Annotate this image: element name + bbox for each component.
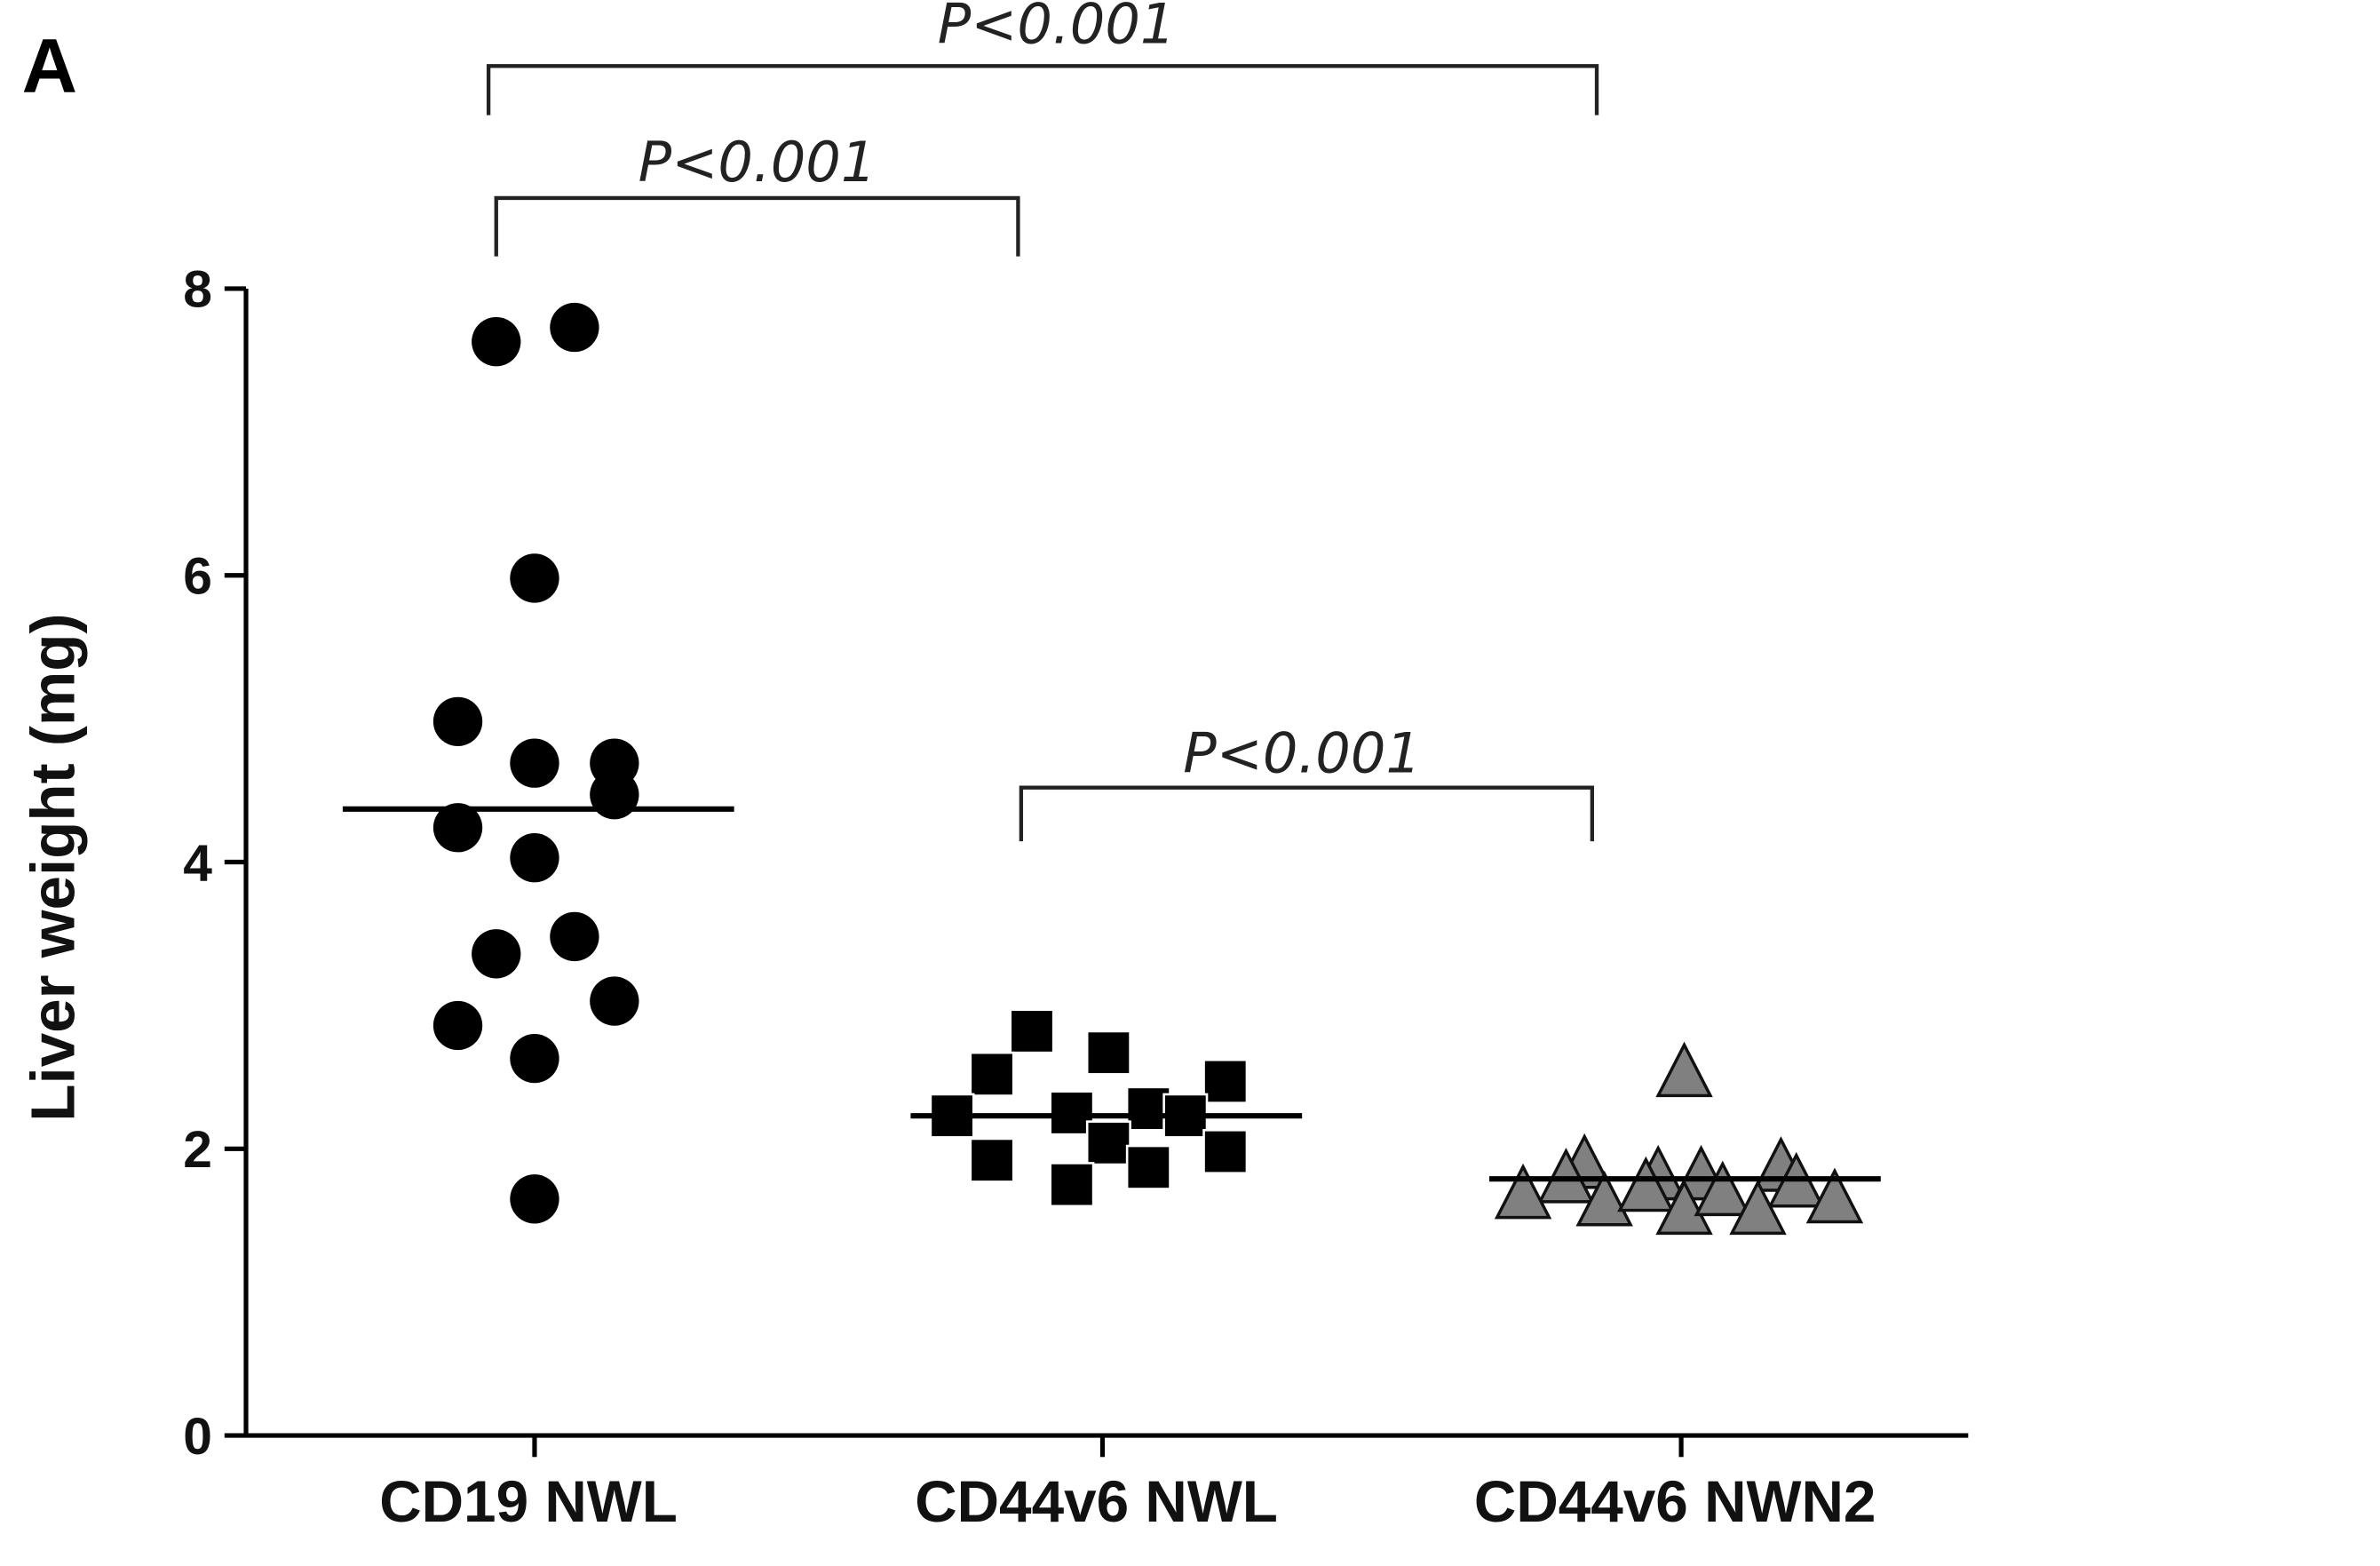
- circle-point: [510, 833, 559, 883]
- x-tick-label: CD19 NWL: [379, 1469, 678, 1534]
- triangle-point: [1729, 1179, 1787, 1236]
- square-point: [1085, 1029, 1131, 1076]
- circle-point: [590, 976, 639, 1026]
- square-point: [1085, 1120, 1131, 1166]
- y-tick-label: 4: [183, 834, 212, 892]
- data-marks: [342, 302, 1881, 1236]
- triangle-point: [1575, 1170, 1633, 1227]
- square-point: [1049, 1162, 1095, 1208]
- square-point: [969, 1051, 1015, 1097]
- circle-point: [510, 1174, 559, 1224]
- p-value-label: P<0.001: [1183, 720, 1421, 785]
- x-tick-label: CD44v6 NWN2: [1474, 1469, 1876, 1534]
- circle-point: [550, 302, 599, 353]
- significance-brackets: P<0.001 P<0.001 P<0.001: [486, 0, 1599, 842]
- square-point: [1202, 1058, 1249, 1104]
- triangle-point: [1655, 1041, 1713, 1098]
- circle-point: [510, 738, 559, 788]
- triangle-point: [1805, 1167, 1864, 1224]
- y-tick-label: 0: [183, 1408, 212, 1466]
- significance-bracket: [1019, 785, 1595, 842]
- y-tick-label: 6: [183, 547, 212, 605]
- circle-point: [550, 911, 599, 962]
- triangle-point: [1655, 1179, 1713, 1236]
- triangle-point: [1617, 1156, 1675, 1212]
- panel-label: A: [22, 24, 77, 109]
- circle-point: [472, 317, 521, 367]
- y-tick-label: 2: [183, 1121, 212, 1179]
- circle-point: [432, 1000, 483, 1051]
- triangle-point: [1494, 1163, 1552, 1220]
- p-value-label: P<0.001: [639, 130, 877, 195]
- circle-point: [510, 1033, 559, 1084]
- y-tick-label: 8: [183, 261, 212, 319]
- square-point: [1009, 1008, 1055, 1054]
- circle-point: [590, 770, 639, 820]
- significance-bracket: [486, 64, 1599, 115]
- square-point: [969, 1137, 1015, 1183]
- circle-point: [432, 696, 483, 747]
- triangle-point: [1694, 1160, 1751, 1217]
- y-axis-label: Liver weight (mg): [18, 613, 87, 1121]
- axes: 0 2 4 6 8 CD19 NWL CD44v6 NWL CD44v6 NWN2: [183, 261, 1969, 1534]
- p-value-label: P<0.001: [938, 0, 1176, 56]
- significance-bracket: [494, 195, 1020, 257]
- x-tick-label: CD44v6 NWL: [915, 1469, 1278, 1534]
- square-point: [1202, 1129, 1249, 1175]
- circle-point: [510, 553, 559, 603]
- square-point: [1125, 1144, 1171, 1190]
- circle-point: [472, 929, 521, 979]
- circle-point: [432, 803, 483, 853]
